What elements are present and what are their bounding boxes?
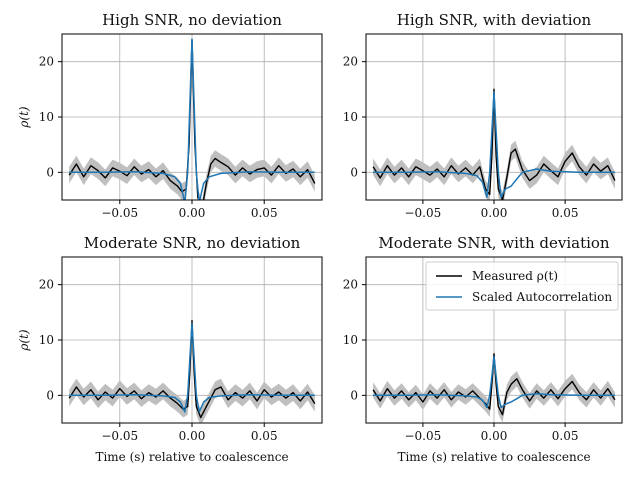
autocorrelation-series-line: [69, 38, 315, 200]
panel-title: Moderate SNR, no deviation: [84, 234, 301, 252]
panel-3: −0.05 0.00 0.05 0 10 20 Moderate SNR, no devia…: [17, 234, 323, 464]
x-tick-label: 0.05: [251, 429, 278, 443]
panels: −0.05 0.00 0.05 0 10 20 High SNR, no deviation…: [17, 11, 623, 464]
x-tick-label: −0.05: [101, 429, 138, 443]
plot-area: [372, 81, 616, 200]
x-axis-label: Time (s) relative to coalescence: [95, 450, 288, 464]
y-axis-label: ρ(t): [17, 106, 31, 129]
legend: Measured ρ(t) Scaled Autocorrelation: [425, 261, 619, 311]
legend-autocorrelation-label: Scaled Autocorrelation: [472, 290, 612, 304]
autocorrelation-series-line: [373, 355, 615, 409]
x-axis-label: Time (s) relative to coalescence: [397, 450, 590, 464]
panel-title: High SNR, no deviation: [102, 11, 282, 29]
autocorrelation-series-line: [373, 91, 615, 198]
y-tick-label: 20: [39, 55, 54, 69]
autocorrelation-series-line: [69, 322, 315, 413]
panel-4: −0.05 0.00 0.05 0 10 20 Moderate SNR, with dev…: [343, 234, 623, 464]
y-tick-label: 20: [343, 278, 358, 292]
y-tick-label: 20: [39, 278, 54, 292]
x-tick-label: 0.00: [481, 429, 508, 443]
x-tick-label: −0.05: [404, 206, 441, 220]
y-tick-label: 0: [46, 388, 54, 402]
x-tick-label: 0.00: [179, 206, 206, 220]
x-tick-label: 0.00: [179, 429, 206, 443]
y-tick-label: 20: [343, 55, 358, 69]
panel-2: −0.05 0.00 0.05 0 10 20 High SNR, with deviati…: [343, 11, 623, 220]
y-tick-label: 10: [343, 110, 358, 124]
x-tick-label: 0.05: [552, 429, 579, 443]
x-tick-label: 0.05: [552, 206, 579, 220]
uncertainty-band: [373, 81, 615, 200]
panel-title: Moderate SNR, with deviation: [378, 234, 610, 252]
y-tick-label: 0: [350, 388, 358, 402]
panel-1: −0.05 0.00 0.05 0 10 20 High SNR, no deviation…: [17, 11, 323, 220]
legend-measured-label: Measured ρ(t): [472, 269, 558, 283]
legend-box: [425, 261, 619, 311]
x-tick-label: −0.05: [404, 429, 441, 443]
x-tick-label: 0.00: [481, 206, 508, 220]
y-tick-label: 10: [39, 110, 54, 124]
plot-area: [68, 34, 316, 200]
y-tick-label: 0: [350, 165, 358, 179]
plot-area: [68, 312, 316, 423]
plot-area: [372, 346, 616, 423]
x-tick-label: −0.05: [101, 206, 138, 220]
x-tick-label: 0.05: [251, 206, 278, 220]
y-tick-label: 0: [46, 165, 54, 179]
panel-title: High SNR, with deviation: [397, 11, 592, 29]
y-tick-label: 10: [39, 333, 54, 347]
y-tick-label: 10: [343, 333, 358, 347]
y-axis-label: ρ(t): [17, 329, 31, 352]
